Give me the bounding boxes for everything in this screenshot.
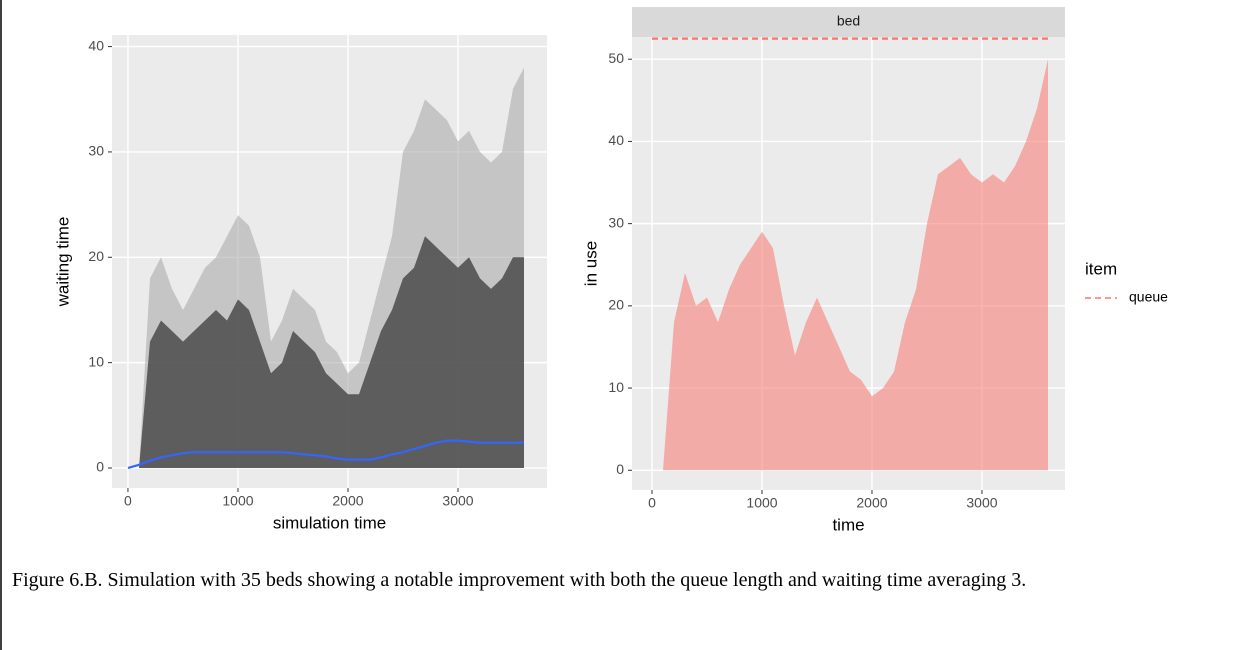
y-tick-label: 30 xyxy=(88,143,104,159)
y-tick-label: 30 xyxy=(608,214,624,230)
x-tick-label: 0 xyxy=(648,495,656,511)
y-tick-label: 50 xyxy=(608,50,624,66)
x-axis-title: time xyxy=(832,515,864,534)
y-tick-label: 40 xyxy=(88,37,104,53)
x-tick-label: 1000 xyxy=(222,493,253,509)
x-tick-label: 0 xyxy=(124,493,132,509)
x-tick-label: 1000 xyxy=(746,495,777,511)
y-axis-title: in use xyxy=(581,241,600,286)
y-tick-label: 10 xyxy=(88,353,104,369)
y-tick-label: 10 xyxy=(608,379,624,395)
y-tick-label: 40 xyxy=(608,132,624,148)
area xyxy=(652,59,1048,471)
caption: Figure 6.B. Simulation with 35 beds show… xyxy=(12,569,1027,591)
strip-label: bed xyxy=(837,13,860,29)
y-tick-label: 0 xyxy=(616,461,624,477)
x-tick-label: 2000 xyxy=(332,493,363,509)
y-axis-title: waiting time xyxy=(53,217,72,308)
y-tick-label: 20 xyxy=(88,248,104,264)
x-tick-label: 3000 xyxy=(442,493,473,509)
line xyxy=(127,439,524,470)
y-tick-label: 20 xyxy=(608,297,624,313)
area xyxy=(128,236,524,468)
x-axis-title: simulation time xyxy=(273,513,386,532)
legend-title: item xyxy=(1085,259,1117,278)
x-tick-label: 3000 xyxy=(966,495,997,511)
x-tick-label: 2000 xyxy=(856,495,887,511)
y-tick-label: 0 xyxy=(96,459,104,475)
strip xyxy=(632,7,1065,37)
legend-label: queue xyxy=(1129,289,1168,305)
